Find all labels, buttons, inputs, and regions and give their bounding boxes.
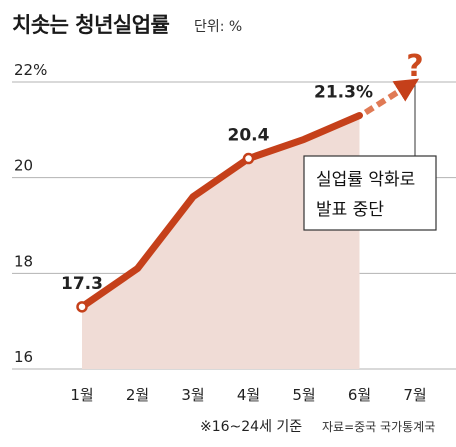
- data-points: [76, 152, 255, 313]
- y-axis-labels: 16 18 20 22%: [14, 61, 47, 366]
- callout-line-2: 발표 중단: [316, 200, 384, 220]
- unit-label: 단위: %: [194, 19, 242, 35]
- x-tick-label: 7월: [403, 386, 426, 404]
- series-line: [78, 111, 363, 311]
- callout-frame: [303, 155, 437, 231]
- data-label: 21.3%: [314, 82, 373, 102]
- x-tick-label: 5월: [292, 386, 315, 404]
- x-tick-label: 6월: [348, 386, 371, 404]
- data-labels: 17.3 20.4 21.3%: [61, 82, 373, 293]
- y-tick-label: 20: [14, 157, 33, 175]
- callout-line-1: 실업률 악화로: [316, 170, 415, 190]
- area-fill: [82, 115, 360, 369]
- footer-note: ※16~24세 기준: [200, 419, 302, 435]
- y-tick-label: 18: [14, 252, 33, 270]
- projection-question-mark: ?: [406, 49, 423, 84]
- data-label: 17.3: [61, 274, 103, 294]
- x-axis-labels: 1월 2월 3월 4월 5월 6월 7월: [70, 386, 426, 404]
- chart-title: 치솟는 청년실업률: [12, 13, 170, 37]
- projection-arrow: [363, 78, 420, 116]
- y-tick-label: 22%: [14, 61, 47, 79]
- data-label: 20.4: [228, 126, 270, 146]
- callout-box: 실업률 악화로 발표 중단: [303, 155, 437, 231]
- source-label: 자료=중국 국가통계국: [322, 420, 435, 434]
- data-point: [76, 301, 88, 313]
- x-tick-label: 4월: [237, 386, 260, 404]
- x-tick-label: 1월: [70, 386, 93, 404]
- y-tick-label: 16: [14, 348, 33, 366]
- x-tick-label: 2월: [126, 386, 149, 404]
- x-tick-label: 3월: [181, 386, 204, 404]
- data-point: [242, 152, 255, 165]
